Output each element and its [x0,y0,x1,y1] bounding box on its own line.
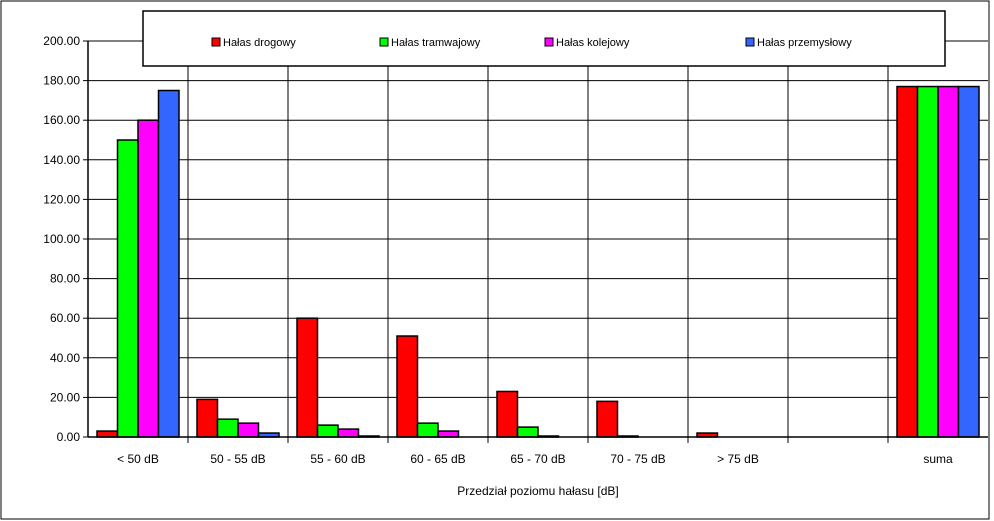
bar [196,398,219,438]
legend-swatch [379,37,389,47]
legend-label: Hałas przemysłowy [757,37,852,49]
bar [596,400,619,438]
bar [116,139,139,438]
x-tick-label: 65 - 70 dB [510,452,565,466]
bar [416,422,439,438]
bar [157,89,180,438]
bar [96,430,119,438]
y-tick-label: 120.00 [43,192,80,206]
legend-swatch [211,37,221,47]
x-tick-label: suma [923,452,953,466]
axis-layer: 0.00 20.00 40.00 60.00 80.00 100.00 120.00 140.… [43,34,988,466]
bar [516,426,539,438]
x-axis-title: Przedział poziomu hałasu [dB] [457,484,618,498]
bar [916,85,939,438]
y-tick-label: 0.00 [57,430,81,444]
x-tick-label: 70 - 75 dB [610,452,665,466]
bar [316,424,339,438]
bar [957,85,980,438]
bar [296,317,319,438]
y-tick-label: 80.00 [50,272,80,286]
legend-label: Hałas drogowy [223,37,296,49]
legend-label: Hałas tramwajowy [391,37,481,49]
y-tick-label: 180.00 [43,74,80,88]
legend-label: Hałas kolejowy [556,37,630,49]
bar [937,85,960,438]
y-tick-label: 20.00 [50,390,80,404]
x-tick-label: 50 - 55 dB [210,452,265,466]
bar [337,428,360,438]
x-tick-label: > 75 dB [717,452,759,466]
x-tick-label: < 50 dB [117,452,159,466]
x-tick-label: 55 - 60 dB [310,452,365,466]
bar-layer [96,85,980,438]
bar [437,430,460,438]
bar [216,418,239,438]
legend: Hałas drogowy Hałas tramwajowy Hałas kolej… [142,10,946,67]
x-tick-label: 60 - 65 dB [410,452,465,466]
y-tick-label: 160.00 [43,113,80,127]
bar [237,422,260,438]
y-tick-label: 60.00 [50,311,80,325]
y-tick-label: 100.00 [43,232,80,246]
y-tick-label: 140.00 [43,153,80,167]
bar [896,85,919,438]
y-tick-label: 200.00 [43,34,80,48]
legend-swatch [745,37,755,47]
bar [496,390,519,438]
legend-box [142,10,946,67]
bar [396,335,419,438]
bar [137,119,160,438]
y-tick-label: 40.00 [50,351,80,365]
legend-swatch [544,37,554,47]
